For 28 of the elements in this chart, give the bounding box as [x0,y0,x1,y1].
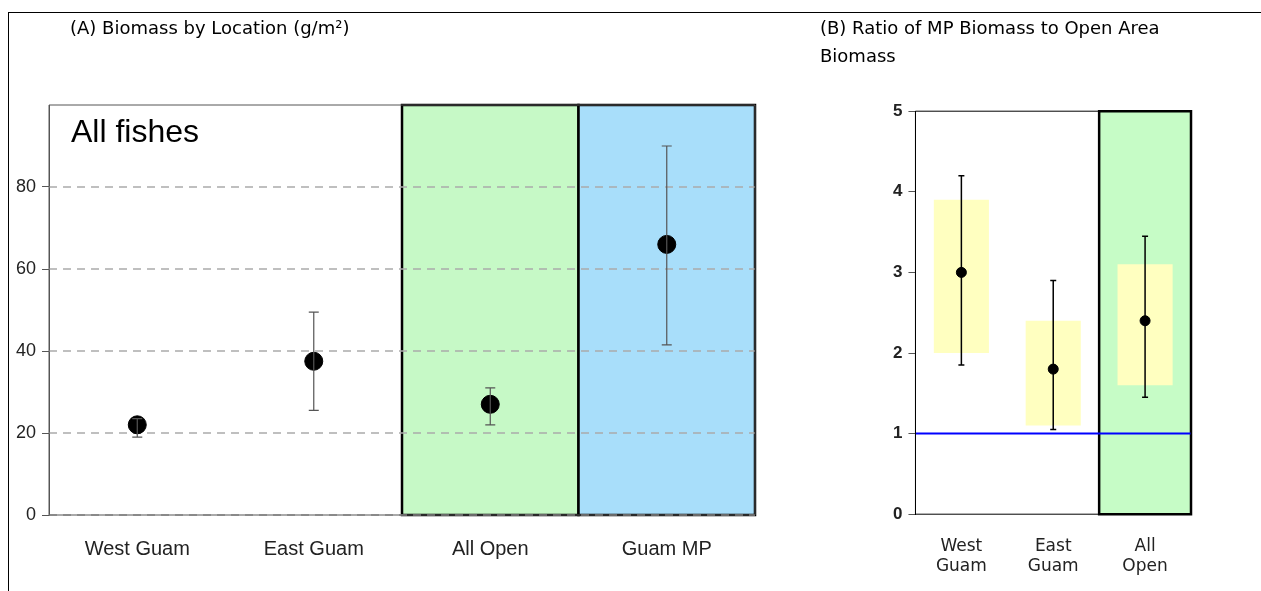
x-tick-label: Guam MP [621,536,712,559]
y-tick-label: 80 [15,175,37,196]
x-tick-label: East Guam [263,536,364,559]
y-tick-label: 5 [892,100,903,120]
y-tick-label: 2 [892,342,903,362]
y-tick-label: 4 [892,181,903,201]
chart-title: (A) Biomass by Location (g/m²) [70,16,351,40]
bar [933,199,989,353]
y-tick-label: 3 [892,262,903,282]
x-tick-label: West Guam [84,536,190,559]
y-tick-label: 60 [15,257,37,278]
y-tick-label: 20 [15,421,37,442]
x-tick-label: All Open [1122,534,1168,576]
y-tick-label: 1 [892,423,903,443]
bar [1025,320,1081,426]
chart-title: (B) Ratio of MP Biomass to Open Area Biomass [820,16,1161,68]
x-tick-label: All Open [451,536,529,559]
y-tick-label: 0 [26,503,37,524]
y-tick-label: 0 [892,503,903,523]
annotation: All fishes [71,112,200,149]
point [955,266,967,278]
bar [1117,264,1173,386]
point [657,234,677,254]
x-tick-label: West Guam [935,534,987,576]
point [304,351,324,371]
point [480,394,500,414]
y-tick-label: 40 [15,339,37,360]
x-tick-label: East Guam [1027,534,1079,576]
